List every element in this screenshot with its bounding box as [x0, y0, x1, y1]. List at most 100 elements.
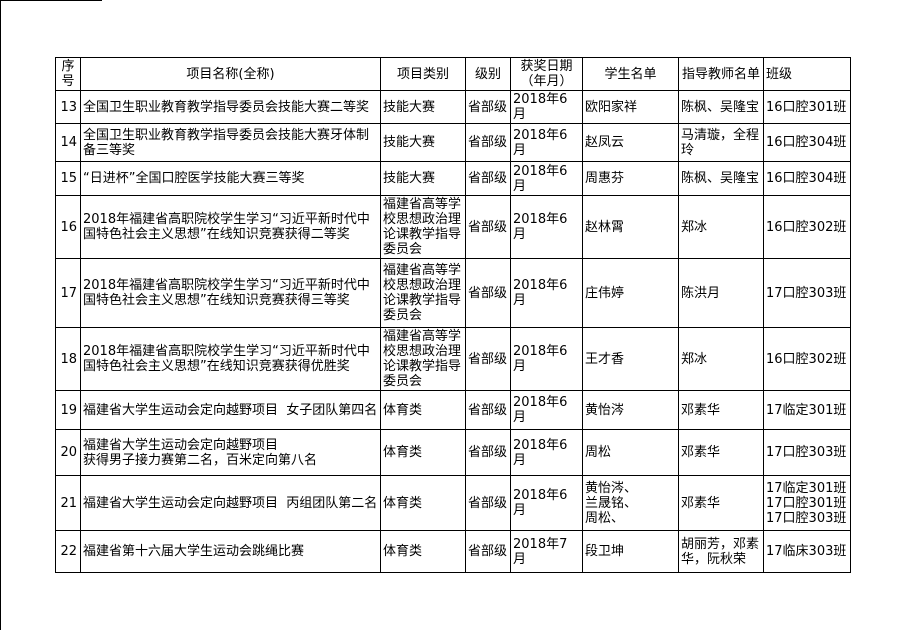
cell-date: 2018年6月	[510, 258, 583, 328]
cell-name: 2018年福建省高职院校学生学习“习近平新时代中国特色社会主义思想”在线知识竞赛…	[80, 258, 381, 328]
cell-level: 省部级	[465, 258, 511, 328]
cell-name: 全国卫生职业教育教学指导委员会技能大赛二等奖	[80, 90, 381, 124]
cell-teachers: 马清璇，全程玲	[678, 123, 764, 162]
cell-class: 16口腔304班	[763, 161, 851, 196]
cell-category: 体育类	[380, 429, 466, 476]
cell-level: 省部级	[465, 123, 511, 162]
cell-class: 16口腔302班	[763, 195, 851, 259]
column-header-students: 学生名单	[582, 57, 679, 91]
cell-teachers: 郑冰	[678, 327, 764, 391]
cell-level: 省部级	[465, 390, 511, 430]
cell-students: 赵凤云	[582, 123, 679, 162]
table-row: 20 福建省大学生运动会定向越野项目 获得男子接力赛第二名，百米定向第八名 体育类省…	[55, 429, 851, 476]
cell-teachers: 陈洪月	[678, 258, 764, 328]
cell-level: 省部级	[465, 327, 511, 391]
cell-teachers: 陈枫、吴隆宝	[678, 90, 764, 124]
column-header-date: 获奖日期 （年月）	[510, 57, 583, 91]
table-row: 16 2018年福建省高职院校学生学习“习近平新时代中国特色社会主义思想”在线知识…	[55, 195, 851, 259]
cell-index: 13	[55, 90, 81, 124]
awards-table: 序号 项目名称(全称) 项目类别 级别 获奖日期 （年月） 学生名单 指导教师名单 班级 13…	[55, 57, 851, 573]
cell-name: “日进杯”全国口腔医学技能大赛三等奖	[80, 161, 381, 196]
cell-students: 王才香	[582, 327, 679, 391]
cell-name: 全国卫生职业教育教学指导委员会技能大赛牙体制备三等奖	[80, 123, 381, 162]
cell-date: 2018年6月	[510, 475, 583, 531]
table-row: 15 “日进杯”全国口腔医学技能大赛三等奖 技能大赛 省部级 2018年6月 周惠芬 陈枫、…	[55, 161, 851, 196]
window-edge-left	[0, 0, 1, 630]
cell-category: 体育类	[380, 390, 466, 430]
cell-category: 技能大赛	[380, 90, 466, 124]
cell-category: 福建省高等学校思想政治理论课教学指导委员会	[380, 327, 466, 391]
cell-date: 2018年6月	[510, 327, 583, 391]
cell-category: 技能大赛	[380, 123, 466, 162]
column-header-name: 项目名称(全称)	[80, 57, 381, 91]
cell-level: 省部级	[465, 475, 511, 531]
cell-students: 黄怡涔、 兰晟铭、 周松、	[582, 475, 679, 531]
cell-category: 福建省高等学校思想政治理论课教学指导委员会	[380, 258, 466, 328]
cell-students: 周惠芬	[582, 161, 679, 196]
cell-teachers: 邓素华	[678, 475, 764, 531]
cell-date: 2018年6月	[510, 90, 583, 124]
cell-date: 2018年7月	[510, 530, 583, 573]
cell-teachers: 陈枫、吴隆宝	[678, 161, 764, 196]
cell-index: 14	[55, 123, 81, 162]
cell-index: 22	[55, 530, 81, 573]
cell-level: 省部级	[465, 195, 511, 259]
cell-name: 福建省大学生运动会定向越野项目 女子团队第四名	[80, 390, 381, 430]
cell-date: 2018年6月	[510, 429, 583, 476]
cell-level: 省部级	[465, 530, 511, 573]
cell-category: 体育类	[380, 530, 466, 573]
header-row: 序号 项目名称(全称) 项目类别 级别 获奖日期 （年月） 学生名单 指导教师名单 班级	[55, 57, 851, 91]
cell-level: 省部级	[465, 90, 511, 124]
cell-students: 庄伟婷	[582, 258, 679, 328]
cell-class: 17口腔303班	[763, 429, 851, 476]
table-row: 19 福建省大学生运动会定向越野项目 女子团队第四名 体育类 省部级 2018年6月 黄怡…	[55, 390, 851, 430]
cell-date: 2018年6月	[510, 195, 583, 259]
table-row: 13 全国卫生职业教育教学指导委员会技能大赛二等奖 技能大赛 省部级 2018年6月 欧阳…	[55, 90, 851, 124]
cell-name: 福建省大学生运动会定向越野项目 丙组团队第二名	[80, 475, 381, 531]
cell-date: 2018年6月	[510, 123, 583, 162]
cell-index: 19	[55, 390, 81, 430]
table-row: 22 福建省第十六届大学生运动会跳绳比赛 体育类 省部级 2018年7月 段卫坤 胡丽芳，邓…	[55, 530, 851, 573]
cell-students: 赵林霄	[582, 195, 679, 259]
cell-date: 2018年6月	[510, 390, 583, 430]
column-header-index: 序号	[55, 57, 81, 91]
cell-index: 21	[55, 475, 81, 531]
cell-category: 体育类	[380, 475, 466, 531]
cell-class: 17临床303班	[763, 530, 851, 573]
table-row: 21 福建省大学生运动会定向越野项目 丙组团队第二名 体育类 省部级 2018年6月 黄怡…	[55, 475, 851, 531]
cell-teachers: 郑冰	[678, 195, 764, 259]
cell-index: 18	[55, 327, 81, 391]
cell-index: 20	[55, 429, 81, 476]
window-edge-top	[0, 0, 102, 1]
cell-index: 16	[55, 195, 81, 259]
cell-name: 2018年福建省高职院校学生学习“习近平新时代中国特色社会主义思想”在线知识竞赛…	[80, 195, 381, 259]
column-header-class: 班级	[763, 57, 851, 91]
cell-class: 17临定301班 17口腔301班 17口腔303班	[763, 475, 851, 531]
cell-name: 福建省大学生运动会定向越野项目 获得男子接力赛第二名，百米定向第八名	[80, 429, 381, 476]
column-header-category: 项目类别	[380, 57, 466, 91]
cell-category: 技能大赛	[380, 161, 466, 196]
cell-name: 福建省第十六届大学生运动会跳绳比赛	[80, 530, 381, 573]
cell-teachers: 邓素华	[678, 429, 764, 476]
cell-name: 2018年福建省高职院校学生学习“习近平新时代中国特色社会主义思想”在线知识竞赛…	[80, 327, 381, 391]
table-row: 17 2018年福建省高职院校学生学习“习近平新时代中国特色社会主义思想”在线知识…	[55, 258, 851, 328]
cell-class: 16口腔301班	[763, 90, 851, 124]
cell-index: 15	[55, 161, 81, 196]
column-header-level: 级别	[465, 57, 511, 91]
cell-teachers: 邓素华	[678, 390, 764, 430]
cell-students: 段卫坤	[582, 530, 679, 573]
column-header-teachers: 指导教师名单	[678, 57, 764, 91]
table-row: 18 2018年福建省高职院校学生学习“习近平新时代中国特色社会主义思想”在线知识…	[55, 327, 851, 391]
cell-level: 省部级	[465, 161, 511, 196]
cell-category: 福建省高等学校思想政治理论课教学指导委员会	[380, 195, 466, 259]
cell-students: 周松	[582, 429, 679, 476]
cell-class: 16口腔302班	[763, 327, 851, 391]
cell-class: 17临定301班	[763, 390, 851, 430]
cell-class: 16口腔304班	[763, 123, 851, 162]
table-body: 13 全国卫生职业教育教学指导委员会技能大赛二等奖 技能大赛 省部级 2018年6月 欧阳…	[55, 90, 851, 573]
cell-date: 2018年6月	[510, 161, 583, 196]
cell-class: 17口腔303班	[763, 258, 851, 328]
cell-index: 17	[55, 258, 81, 328]
cell-teachers: 胡丽芳，邓素华，阮秋荣	[678, 530, 764, 573]
table-row: 14 全国卫生职业教育教学指导委员会技能大赛牙体制备三等奖 技能大赛 省部级 2018年…	[55, 123, 851, 162]
